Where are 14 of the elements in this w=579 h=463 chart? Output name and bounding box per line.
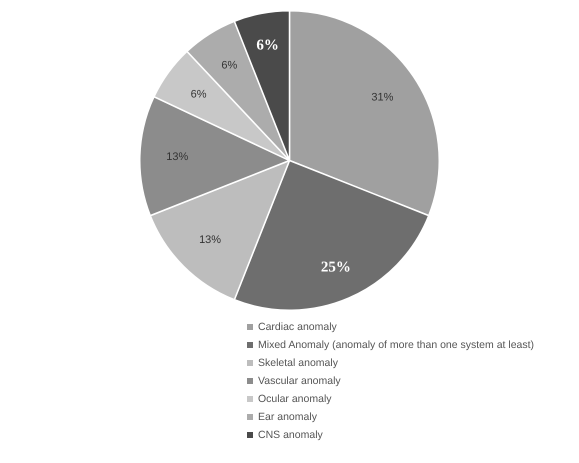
legend-label: Skeletal anomaly <box>258 356 338 371</box>
legend-label: Cardiac anomaly <box>258 320 337 335</box>
legend-label: CNS anomaly <box>258 428 323 443</box>
data-label: 31% <box>371 91 394 104</box>
data-label: 6% <box>221 60 238 72</box>
data-label: 13% <box>166 151 188 164</box>
legend-label: Ear anomaly <box>258 410 317 425</box>
legend-label: Ocular anomaly <box>258 392 332 407</box>
legend-label: Mixed Anomaly (anomaly of more than one system at least) <box>258 338 534 353</box>
data-label: 25% <box>320 260 351 276</box>
data-label: 13% <box>199 234 222 246</box>
legend-label: Vascular anomaly <box>258 374 341 389</box>
data-label: 6% <box>256 38 279 54</box>
data-label: 6% <box>190 88 207 101</box>
